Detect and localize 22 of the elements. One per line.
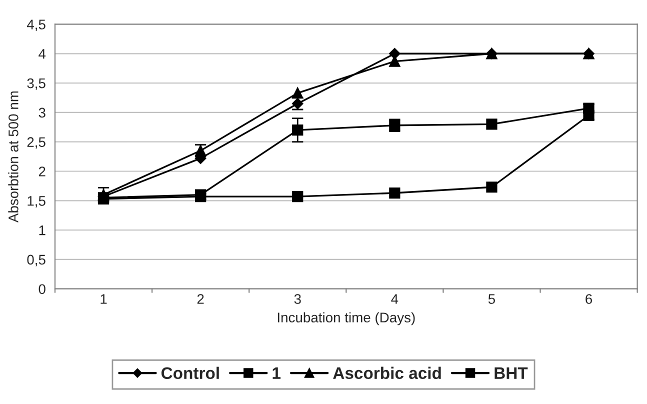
x-tick-label: 6 [586, 294, 592, 304]
y-tick-label: 2 [38, 166, 46, 176]
y-tick-label: 3 [38, 108, 46, 118]
legend-label: Ascorbic acid [333, 366, 441, 380]
y-tick-label: 4 [38, 49, 46, 59]
legend-label: BHT [494, 367, 528, 379]
y-axis-title: Absorbtion at 500 nm [8, 91, 18, 223]
x-axis-title: Incubation time (Days) [278, 312, 415, 326]
legend-label: Control [161, 366, 219, 380]
y-tick-label: 2,5 [27, 137, 46, 149]
y-tick-label: 0,5 [27, 254, 46, 266]
y-tick-label: 0 [38, 284, 46, 294]
x-tick-label: 3 [294, 294, 301, 304]
y-tick-label: 4,5 [26, 20, 46, 32]
x-tick-label: 4 [391, 294, 398, 304]
x-tick-label: 5 [488, 294, 495, 304]
x-tick-label: 1 [100, 294, 107, 304]
y-tick-label: 1 [39, 226, 46, 236]
y-tick-label: 3,5 [27, 78, 46, 90]
legend-label: 1 [272, 367, 281, 379]
x-tick-label: 2 [197, 294, 204, 304]
y-tick-label: 1,5 [28, 196, 46, 208]
